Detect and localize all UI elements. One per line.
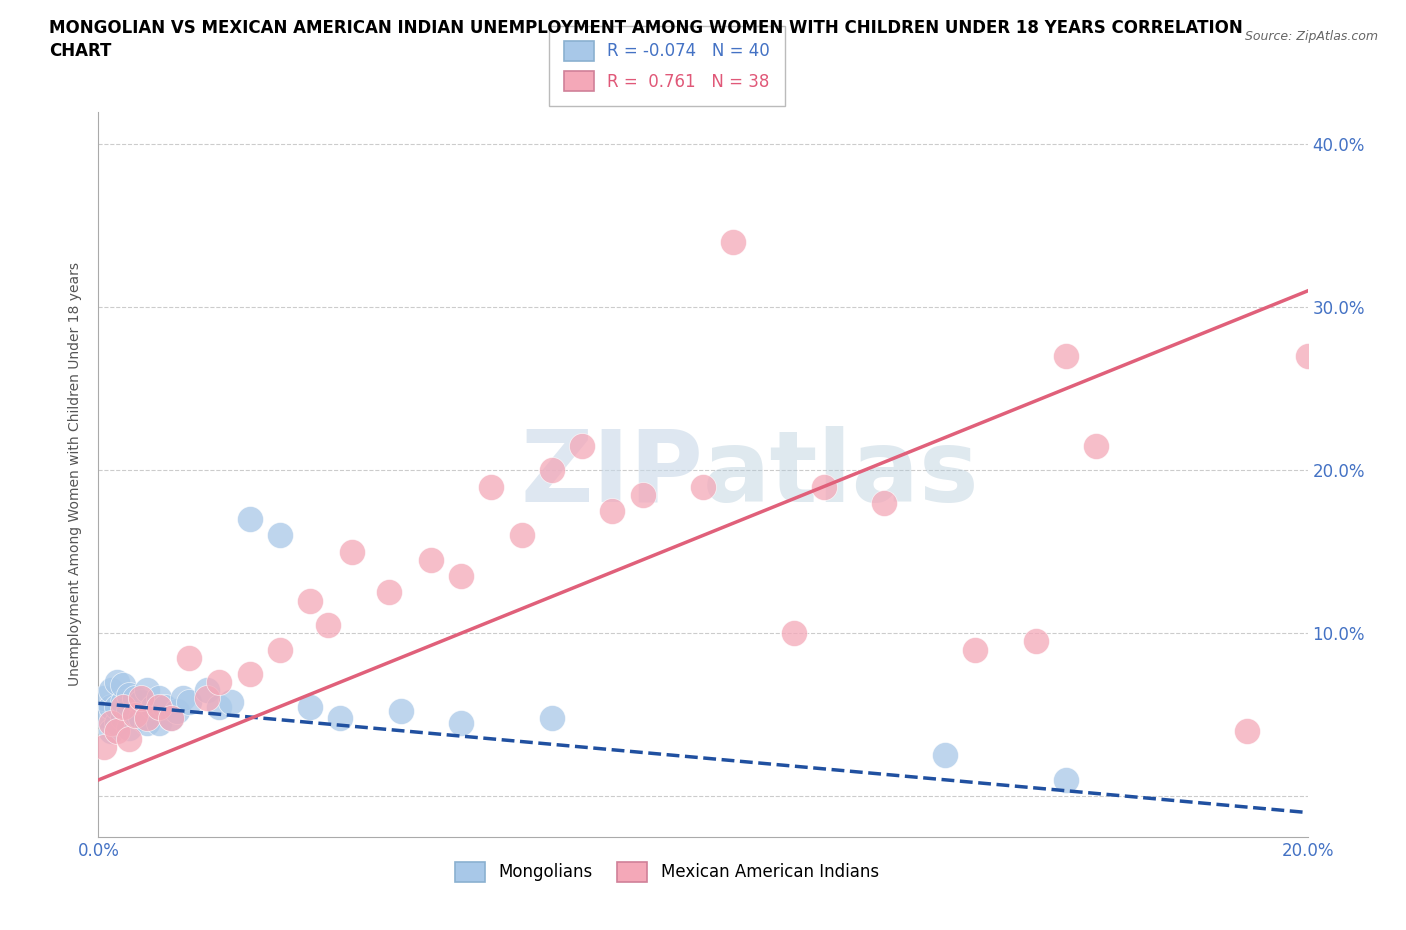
Point [873, 496, 896, 511]
Point [124, 708, 146, 723]
Point [420, 552, 443, 567]
Point [602, 503, 624, 518]
Text: atlas: atlas [703, 426, 980, 523]
Point [269, 528, 291, 543]
Point [172, 691, 194, 706]
Point [166, 704, 188, 719]
Point [377, 585, 399, 600]
Text: MONGOLIAN VS MEXICAN AMERICAN INDIAN UNEMPLOYMENT AMONG WOMEN WITH CHILDREN UNDE: MONGOLIAN VS MEXICAN AMERICAN INDIAN UNE… [49, 19, 1243, 36]
Point [148, 699, 170, 714]
Point [239, 512, 262, 526]
Point [93, 708, 115, 723]
Point [142, 699, 165, 714]
Point [813, 479, 835, 494]
Point [783, 626, 806, 641]
Point [111, 711, 134, 725]
Point [105, 724, 128, 738]
Point [100, 724, 122, 738]
Point [135, 711, 157, 725]
Point [450, 569, 472, 584]
Point [93, 691, 115, 706]
Point [195, 683, 218, 698]
Y-axis label: Unemployment Among Women with Children Under 18 years: Unemployment Among Women with Children U… [69, 262, 83, 686]
Point [129, 711, 152, 725]
Point [540, 463, 562, 478]
Point [124, 708, 146, 723]
Point [118, 732, 141, 747]
Text: ZIP: ZIP [520, 426, 703, 523]
Point [105, 699, 128, 714]
Point [1054, 773, 1077, 788]
Point [111, 695, 134, 710]
Point [1054, 349, 1077, 364]
Text: CHART: CHART [49, 42, 111, 60]
Point [118, 688, 141, 703]
Point [111, 678, 134, 693]
Point [299, 699, 322, 714]
Point [135, 715, 157, 730]
Point [105, 715, 128, 730]
Point [299, 593, 322, 608]
Point [316, 618, 339, 632]
Point [1296, 349, 1319, 364]
Point [208, 674, 231, 689]
Point [329, 711, 352, 725]
Point [631, 487, 654, 502]
Point [179, 695, 201, 710]
Legend: Mongolians, Mexican American Indians: Mongolians, Mexican American Indians [446, 854, 887, 890]
Point [160, 711, 183, 725]
Point [389, 704, 412, 719]
Point [723, 234, 745, 249]
Point [129, 691, 152, 706]
Point [100, 699, 122, 714]
Point [934, 748, 956, 763]
Point [100, 683, 122, 698]
Point [118, 704, 141, 719]
Point [510, 528, 533, 543]
Point [111, 699, 134, 714]
Point [540, 711, 562, 725]
Point [124, 691, 146, 706]
Point [221, 695, 243, 710]
Point [571, 438, 593, 453]
Point [1085, 438, 1108, 453]
Point [93, 740, 115, 755]
Point [129, 695, 152, 710]
Point [208, 699, 231, 714]
Point [481, 479, 503, 494]
Point [153, 699, 176, 714]
Point [692, 479, 714, 494]
Point [160, 711, 183, 725]
Point [179, 650, 201, 665]
Point [342, 544, 364, 559]
Point [148, 691, 170, 706]
Point [105, 674, 128, 689]
Point [100, 715, 122, 730]
Point [118, 721, 141, 736]
Point [148, 715, 170, 730]
Point [1024, 634, 1046, 649]
Point [135, 683, 157, 698]
Point [269, 642, 291, 657]
Point [195, 691, 218, 706]
Point [239, 667, 262, 682]
Text: Source: ZipAtlas.com: Source: ZipAtlas.com [1244, 30, 1378, 43]
Point [450, 715, 472, 730]
Point [1236, 724, 1258, 738]
Point [965, 642, 987, 657]
